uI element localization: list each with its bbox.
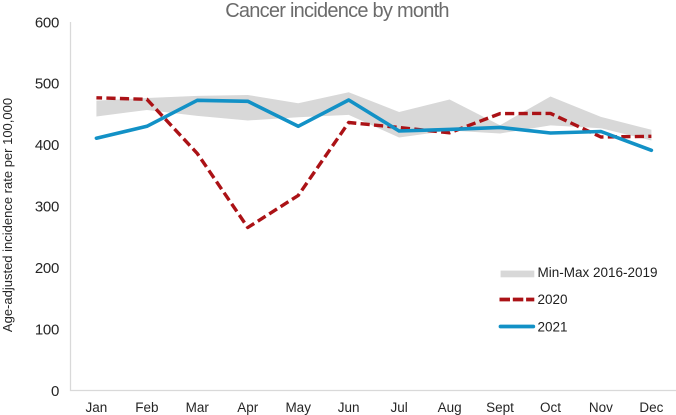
svg-text:Apr: Apr [237,400,259,415]
svg-text:300: 300 [35,199,59,216]
svg-text:500: 500 [35,76,59,93]
svg-text:Age-adjusted incidence rate pe: Age-adjusted incidence rate per 100,000 [0,98,15,332]
svg-text:600: 600 [35,14,59,31]
svg-text:Oct: Oct [540,400,561,415]
svg-text:2020: 2020 [538,292,568,307]
svg-text:200: 200 [35,260,59,277]
svg-text:Cancer incidence by month: Cancer incidence by month [225,0,449,22]
svg-text:0: 0 [51,383,59,400]
svg-text:400: 400 [35,137,59,154]
svg-text:2021: 2021 [538,320,568,335]
svg-text:Aug: Aug [438,400,462,415]
svg-text:Sept: Sept [486,400,514,415]
svg-text:Jul: Jul [390,400,407,415]
svg-text:Mar: Mar [186,400,210,415]
svg-text:Jun: Jun [338,400,360,415]
svg-text:Nov: Nov [589,400,613,415]
svg-text:100: 100 [35,321,59,338]
svg-text:Feb: Feb [135,400,158,415]
svg-text:May: May [285,400,311,415]
svg-text:Jan: Jan [86,400,108,415]
svg-text:Dec: Dec [639,400,663,415]
svg-text:Min-Max 2016-2019: Min-Max 2016-2019 [538,265,658,280]
